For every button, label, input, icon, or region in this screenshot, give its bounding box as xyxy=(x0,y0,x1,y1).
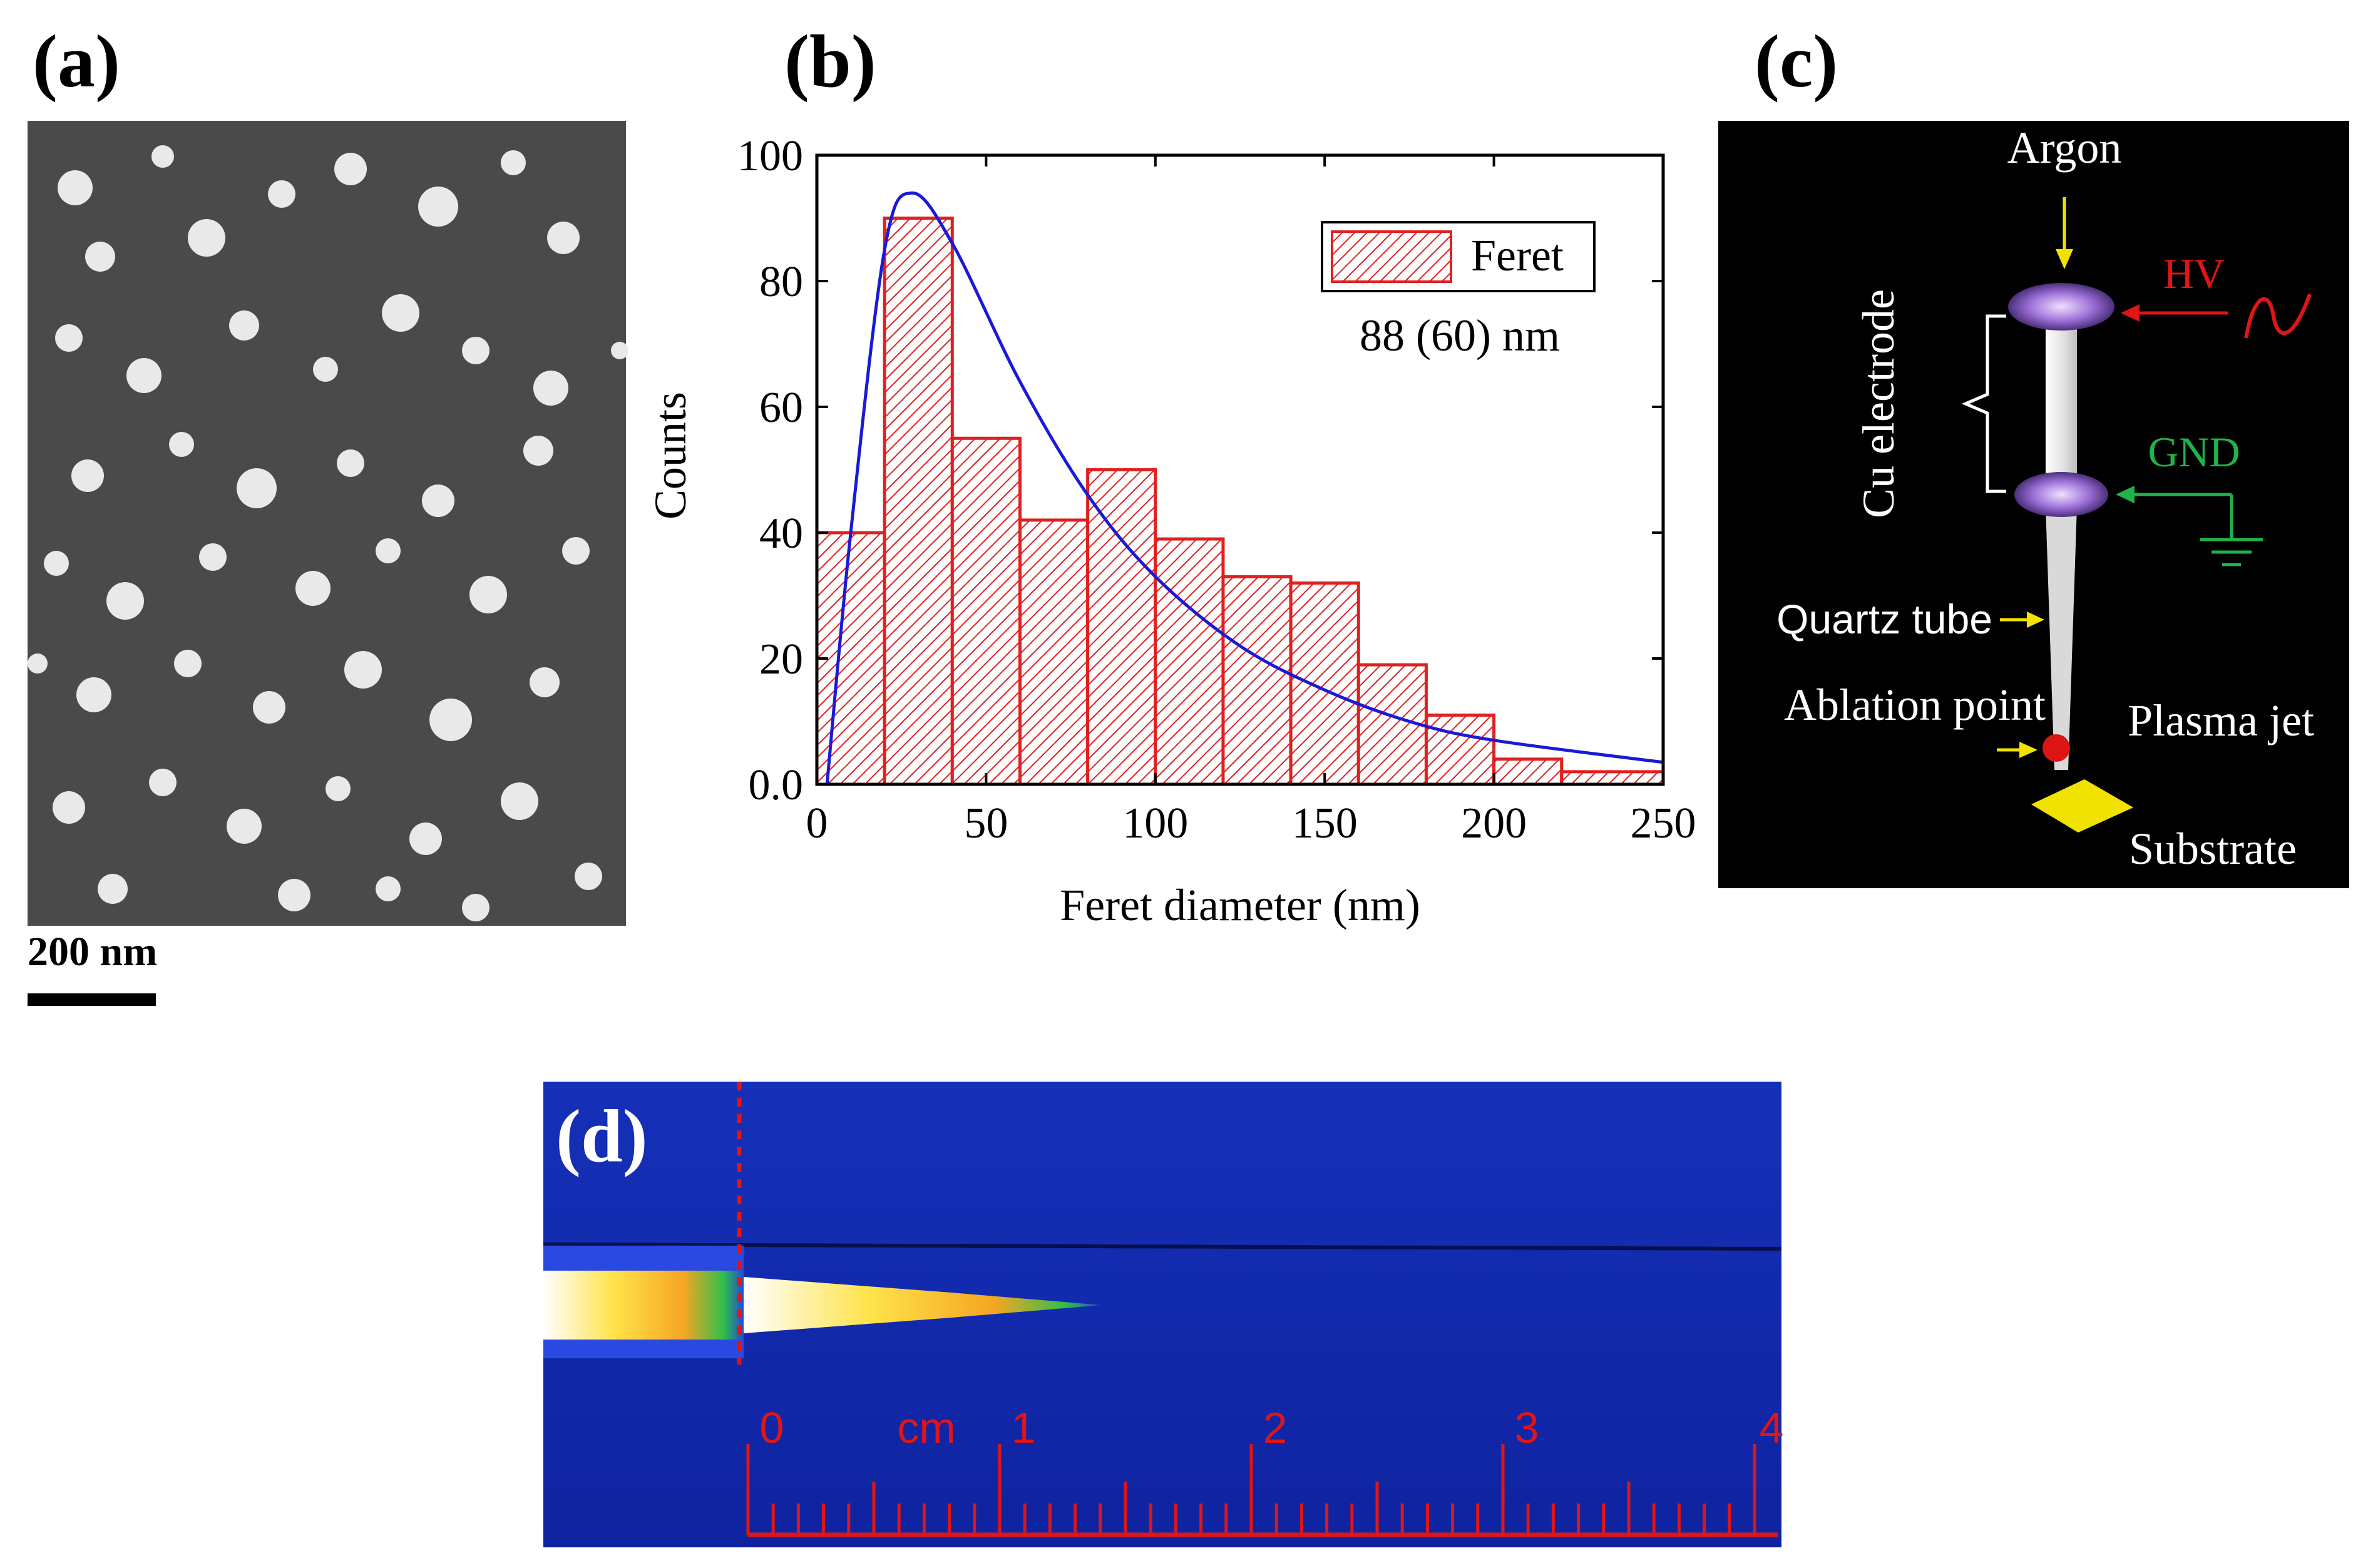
capillary-plume xyxy=(543,1271,744,1340)
x-tick-label: 100 xyxy=(1122,799,1188,848)
y-tick-label: 100 xyxy=(737,132,803,180)
histogram-bar xyxy=(815,531,886,786)
ruler-number: 2 xyxy=(1263,1403,1288,1452)
y-tick-label: 0.0 xyxy=(749,761,804,809)
legend: Feret xyxy=(1321,221,1596,292)
ruler-number: 3 xyxy=(1515,1403,1539,1452)
ruler-ticks xyxy=(746,1444,1756,1535)
histogram-bar xyxy=(1018,518,1090,786)
label-argon: Argon xyxy=(2007,123,2122,173)
plot-frame xyxy=(815,153,1665,786)
arrowhead-quartz-icon xyxy=(2027,612,2044,628)
electrode-brace xyxy=(1961,314,2006,493)
x-tick-label: 200 xyxy=(1461,799,1527,848)
x-tick-label: 50 xyxy=(964,799,1008,848)
label-hv: HV xyxy=(2163,250,2225,297)
ac-source-icon xyxy=(2244,293,2312,339)
scale-bar xyxy=(28,993,156,1006)
label-quartz-tube: Quartz tube xyxy=(1776,596,1992,642)
x-tick-label: 250 xyxy=(1631,799,1696,848)
ruler-number: 4 xyxy=(1760,1403,1784,1452)
y-tick-label: 80 xyxy=(759,258,803,306)
plasma-plume xyxy=(744,1277,1102,1333)
size-annotation: 88 (60) nm xyxy=(1360,310,1560,361)
x-tick-label: 150 xyxy=(1292,799,1358,848)
label-ablation-point: Ablation point xyxy=(1784,680,2046,730)
ruler-number: 1 xyxy=(1012,1403,1036,1452)
sem-particles xyxy=(28,145,628,921)
y-tick-label: 40 xyxy=(759,510,803,558)
scale-bar-label: 200 nm xyxy=(28,929,158,975)
histogram-bars xyxy=(815,217,1665,786)
histogram-bar xyxy=(1560,770,1665,786)
panel-label-d: (d) xyxy=(556,1094,648,1177)
histogram-bar xyxy=(1289,581,1360,786)
lognormal-fit-curve xyxy=(825,191,1664,785)
histogram-bar xyxy=(883,217,954,786)
arrowhead-ablation-icon xyxy=(2019,742,2037,758)
panel-label-a: (a) xyxy=(33,19,120,103)
arrowhead-gnd-icon xyxy=(2116,486,2135,503)
ruler-unit: cm xyxy=(897,1403,955,1452)
capillary-edge-top xyxy=(543,1243,1782,1251)
histogram-bar xyxy=(1086,468,1157,786)
histogram-bar xyxy=(1492,757,1564,786)
panel-label-b: (b) xyxy=(784,19,876,103)
ablation-point-marker xyxy=(2043,734,2070,762)
legend-swatch xyxy=(1331,230,1452,283)
y-axis-ticks: 0.0 20 40 60 80 100 xyxy=(737,132,1663,809)
label-gnd: GND xyxy=(2148,428,2240,476)
ground-symbol-icon xyxy=(2200,494,2263,566)
substrate-shape xyxy=(2031,779,2133,833)
legend-entry-feret: Feret xyxy=(1471,230,1564,280)
x-axis-label: Feret diameter (nm) xyxy=(1060,880,1420,930)
ruler-number: 0 xyxy=(760,1403,784,1452)
y-tick-label: 20 xyxy=(759,635,803,684)
panel-b: 0.0 20 40 60 80 100 0 50 100 150 200 250 Counts Fe… xyxy=(645,132,1696,930)
histogram-bar xyxy=(1221,575,1293,786)
label-plasma-jet: Plasma jet xyxy=(2128,695,2314,746)
arrowhead-argon-icon xyxy=(2056,249,2073,269)
histogram-bar xyxy=(950,436,1022,786)
x-axis-ticks: 0 50 100 150 200 250 xyxy=(806,155,1696,848)
y-axis-label: Counts xyxy=(645,392,695,520)
electrode-ring-bottom xyxy=(2014,472,2108,517)
panel-label-c: (c) xyxy=(1755,19,1838,103)
panel-a xyxy=(28,121,628,926)
x-tick-label: 0 xyxy=(806,799,828,848)
panel-d: 0 1 2 3 4 cm xyxy=(543,1082,1783,1547)
arrowhead-hv-icon xyxy=(2121,304,2140,322)
panel-c: Argon HV Cu electrode GND Quartz tube Ab… xyxy=(1718,121,2349,888)
electrode-ring-top xyxy=(2008,283,2114,331)
ruler-numbers: 0 1 2 3 4 xyxy=(760,1403,1784,1452)
label-substrate: Substrate xyxy=(2129,824,2297,874)
y-tick-label: 60 xyxy=(759,384,803,432)
plasma-jet-glow xyxy=(2046,507,2077,770)
label-cu-electrode: Cu electrode xyxy=(1853,289,1904,518)
histogram-bar xyxy=(1154,537,1225,786)
histogram-bar xyxy=(1424,713,1496,786)
